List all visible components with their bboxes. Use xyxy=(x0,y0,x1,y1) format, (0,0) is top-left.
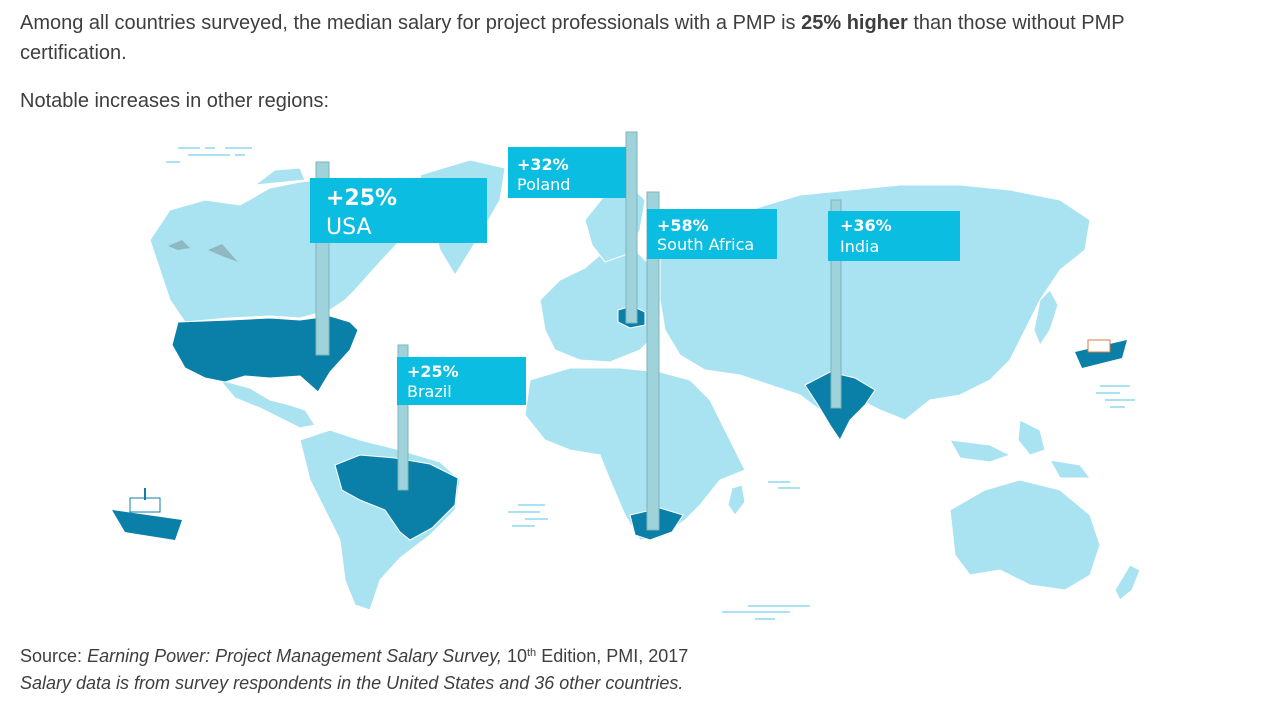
world-map: +25% USA +32% Poland +58% South Africa +… xyxy=(112,131,1141,620)
flag-brazil-percent: +25% xyxy=(407,362,459,381)
regions-subheading: Notable increases in other regions: xyxy=(20,90,330,112)
flag-south-africa-country: South Africa xyxy=(657,235,754,254)
flag-south-africa: +58% South Africa xyxy=(647,209,777,259)
flag-india: +36% India xyxy=(828,211,960,261)
source-edition-suffix: th xyxy=(526,647,537,659)
survey-note: Salary data is from survey respondents i… xyxy=(20,673,684,693)
flag-brazil-country: Brazil xyxy=(407,382,452,401)
wave-lines-top-left xyxy=(166,147,252,163)
flag-india-country: India xyxy=(840,237,879,256)
flag-usa: +25% USA xyxy=(310,178,487,243)
source-title: Earning Power: Project Management Salary… xyxy=(87,646,502,666)
source-label: Source: xyxy=(20,646,83,666)
flag-usa-country: USA xyxy=(326,215,372,240)
ship-icon-right xyxy=(1075,339,1127,368)
country-usa xyxy=(171,315,359,393)
intro-paragraph: Among all countries surveyed, the median… xyxy=(20,8,1200,68)
intro-text-end: than those without PMP certification. xyxy=(20,12,1125,64)
source-edition-rest: Edition, PMI, 2017 xyxy=(541,646,689,666)
continents xyxy=(149,159,1141,611)
flag-poland: +32% Poland xyxy=(508,147,626,198)
intro-highlight: 25% higher xyxy=(801,12,908,34)
ship-icon xyxy=(112,488,182,540)
pole-india xyxy=(830,199,842,409)
source-edition-number: 10 xyxy=(506,646,527,666)
flag-south-africa-percent: +58% xyxy=(657,216,709,235)
source-citation: Source: Earning Power: Project Managemen… xyxy=(20,640,688,669)
pole-poland xyxy=(625,131,638,324)
flag-india-percent: +36% xyxy=(840,216,892,235)
intro-text-start: Among all countries surveyed, the median… xyxy=(20,12,802,34)
pole-brazil xyxy=(397,344,409,491)
flag-poland-country: Poland xyxy=(517,175,570,194)
flag-brazil: +25% Brazil xyxy=(397,357,526,405)
bird-icon xyxy=(208,244,238,262)
pole-south-africa xyxy=(646,191,660,531)
wave-lines-bottom-center xyxy=(508,385,1135,620)
flag-poland-percent: +32% xyxy=(517,155,569,174)
bird-icon xyxy=(168,240,190,250)
flag-usa-percent: +25% xyxy=(326,186,397,211)
country-brazil xyxy=(334,454,459,541)
